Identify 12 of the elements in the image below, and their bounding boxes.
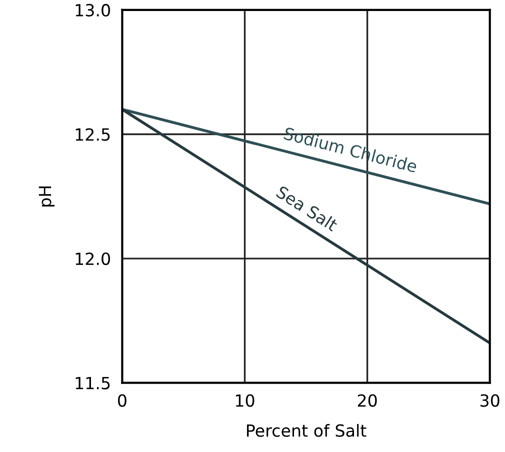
y-tick-label: 12.5	[76, 128, 110, 141]
x-tick-label: 10	[236, 394, 254, 407]
x-tick-label: 20	[358, 394, 377, 407]
text: Sea Salt	[276, 185, 339, 232]
y-tick-label: 13.0	[76, 4, 110, 17]
text: Sodium Chloride	[283, 126, 418, 173]
y-tick-label: 12.0	[76, 252, 110, 266]
x-axis-title: Percent of Salt	[247, 424, 366, 437]
x-tick-label: 30	[480, 394, 500, 407]
y-axis-title: pH	[38, 186, 55, 206]
x-tick-label: 0	[118, 394, 126, 407]
y-tick-label: 11.5	[76, 377, 110, 390]
